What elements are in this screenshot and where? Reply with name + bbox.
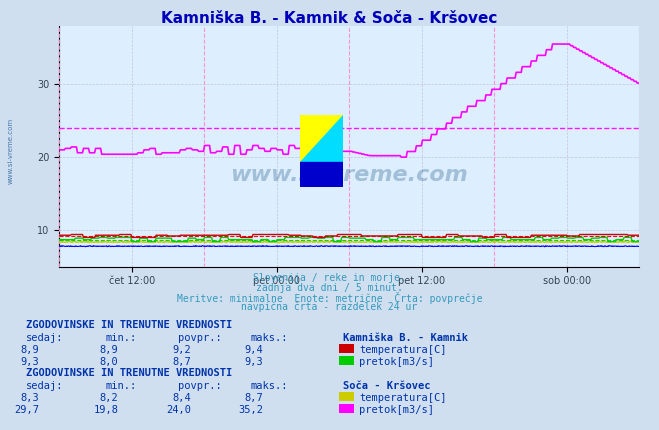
Text: sedaj:: sedaj: (26, 381, 64, 391)
Text: 35,2: 35,2 (239, 405, 264, 415)
Text: www.si-vreme.com: www.si-vreme.com (231, 165, 468, 185)
Text: 9,2: 9,2 (173, 345, 191, 355)
Text: 8,2: 8,2 (100, 393, 119, 403)
Text: 8,9: 8,9 (21, 345, 40, 355)
Text: 8,9: 8,9 (100, 345, 119, 355)
Text: 9,4: 9,4 (245, 345, 264, 355)
Text: Kamniška B. - Kamnik & Soča - Kršovec: Kamniška B. - Kamnik & Soča - Kršovec (161, 11, 498, 26)
Text: pretok[m3/s]: pretok[m3/s] (359, 357, 434, 367)
Text: 8,7: 8,7 (245, 393, 264, 403)
Text: min.:: min.: (105, 333, 136, 343)
Text: maks.:: maks.: (250, 333, 288, 343)
Polygon shape (300, 115, 343, 162)
Text: povpr.:: povpr.: (178, 381, 221, 391)
Text: 9,3: 9,3 (245, 357, 264, 367)
Text: 24,0: 24,0 (166, 405, 191, 415)
Text: sedaj:: sedaj: (26, 333, 64, 343)
Text: 8,0: 8,0 (100, 357, 119, 367)
Text: pretok[m3/s]: pretok[m3/s] (359, 405, 434, 415)
Text: 29,7: 29,7 (14, 405, 40, 415)
Text: Soča - Kršovec: Soča - Kršovec (343, 381, 430, 391)
Text: ZGODOVINSKE IN TRENUTNE VREDNOSTI: ZGODOVINSKE IN TRENUTNE VREDNOSTI (26, 320, 233, 330)
Text: ZGODOVINSKE IN TRENUTNE VREDNOSTI: ZGODOVINSKE IN TRENUTNE VREDNOSTI (26, 368, 233, 378)
Text: 19,8: 19,8 (94, 405, 119, 415)
Text: temperatura[C]: temperatura[C] (359, 345, 447, 355)
Text: www.si-vreme.com: www.si-vreme.com (8, 117, 14, 184)
Text: 8,4: 8,4 (173, 393, 191, 403)
Text: Meritve: minimalne  Enote: metrične  Črta: povprečje: Meritve: minimalne Enote: metrične Črta:… (177, 292, 482, 304)
Text: Slovenija / reke in morje.: Slovenija / reke in morje. (253, 273, 406, 283)
Text: 8,3: 8,3 (21, 393, 40, 403)
Text: Kamniška B. - Kamnik: Kamniška B. - Kamnik (343, 333, 468, 343)
Text: min.:: min.: (105, 381, 136, 391)
Text: 9,3: 9,3 (21, 357, 40, 367)
Text: zadnja dva dni / 5 minut.: zadnja dva dni / 5 minut. (256, 283, 403, 292)
Polygon shape (300, 115, 343, 162)
Text: navpična črta - razdelek 24 ur: navpična črta - razdelek 24 ur (241, 301, 418, 312)
Text: temperatura[C]: temperatura[C] (359, 393, 447, 403)
Polygon shape (300, 162, 343, 187)
Text: povpr.:: povpr.: (178, 333, 221, 343)
Text: 8,7: 8,7 (173, 357, 191, 367)
Text: maks.:: maks.: (250, 381, 288, 391)
